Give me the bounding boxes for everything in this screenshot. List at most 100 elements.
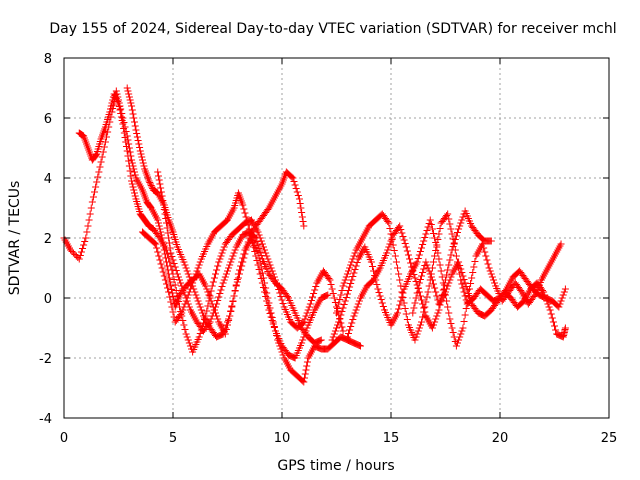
data-point (222, 270, 230, 278)
data-point (419, 269, 427, 276)
data-point (480, 244, 488, 252)
data-point (445, 309, 453, 317)
data-point (169, 308, 177, 316)
data-point (207, 287, 215, 295)
data-point (434, 249, 442, 257)
data-point (431, 318, 439, 326)
data-point (374, 285, 382, 293)
data-point (186, 285, 194, 293)
data-point (127, 172, 135, 180)
data-point (154, 168, 162, 176)
data-point (89, 193, 97, 201)
data-point (423, 293, 431, 301)
data-point (174, 298, 182, 305)
data-point (249, 239, 257, 246)
data-point (544, 300, 552, 308)
data-point (539, 287, 547, 294)
data-point (126, 148, 134, 156)
data-point (288, 173, 296, 181)
data-point (339, 304, 347, 312)
data-point (561, 285, 569, 293)
data-point (418, 318, 426, 326)
data-point (457, 265, 465, 273)
data-point (334, 321, 342, 329)
data-point (121, 134, 129, 141)
data-point (483, 256, 491, 264)
data-point (546, 306, 554, 314)
data-point (543, 297, 551, 305)
data-point (206, 292, 214, 300)
data-point (306, 300, 314, 308)
data-point (168, 253, 176, 260)
data-point (462, 305, 470, 312)
data-point (394, 309, 402, 317)
data-point (79, 245, 87, 252)
data-point (214, 262, 222, 270)
data-point (486, 267, 494, 275)
data-point (238, 262, 246, 270)
data-point (228, 302, 236, 310)
data-point (445, 215, 453, 223)
data-point (428, 276, 436, 284)
data-point (242, 213, 250, 221)
data-point (92, 183, 100, 191)
data-point (452, 252, 460, 260)
data-point (446, 256, 454, 264)
data-point (489, 276, 497, 284)
data-point (338, 287, 346, 294)
data-point (310, 290, 318, 297)
data-point (130, 165, 138, 173)
data-point (193, 294, 201, 302)
data-point (396, 301, 404, 309)
data-point (438, 273, 446, 281)
data-point (386, 240, 394, 248)
data-point (447, 225, 455, 233)
data-point (301, 370, 309, 378)
data-point (346, 283, 354, 291)
data-point (76, 252, 84, 259)
data-point (414, 284, 422, 292)
data-point (217, 252, 225, 260)
data-point (447, 273, 455, 281)
data-point (263, 297, 271, 305)
data-point (91, 188, 99, 196)
data-point (250, 243, 258, 251)
data-point (299, 377, 307, 385)
data-point (444, 266, 452, 274)
data-point (556, 300, 564, 308)
data-point (448, 324, 456, 332)
data-point (205, 291, 213, 299)
data-point (411, 336, 419, 344)
data-point (455, 336, 463, 344)
data-point (392, 258, 400, 266)
data-point (230, 292, 238, 300)
data-point (432, 288, 440, 296)
data-point (309, 293, 317, 301)
data-point (207, 315, 215, 323)
data-point (297, 204, 305, 212)
data-point (254, 241, 262, 249)
data-point (339, 282, 347, 290)
data-point (422, 230, 430, 238)
data-point (347, 261, 355, 269)
data-point (433, 243, 441, 251)
data-point (165, 288, 173, 296)
data-point (239, 258, 247, 266)
data-point (304, 306, 312, 314)
data-point (241, 250, 249, 258)
series-s8 (328, 216, 565, 350)
data-point (162, 280, 170, 288)
data-point (433, 312, 441, 320)
data-point (459, 272, 467, 280)
data-point (388, 234, 396, 242)
data-point (450, 239, 458, 247)
data-point (95, 168, 103, 176)
data-point (97, 158, 105, 166)
data-point (123, 84, 131, 92)
data-point (188, 282, 196, 290)
data-point (166, 293, 174, 301)
data-point (154, 248, 162, 256)
data-point (462, 283, 470, 290)
data-point (395, 270, 403, 278)
data-point (404, 251, 412, 259)
